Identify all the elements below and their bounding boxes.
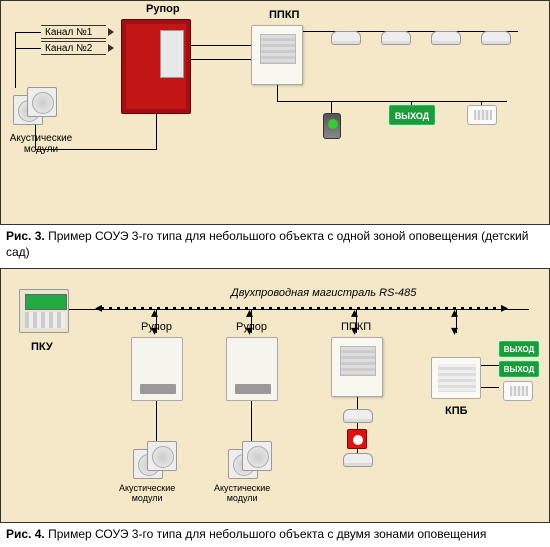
pku-label: ПКУ [31,341,53,353]
rupor-label-1: Рупор [141,321,172,333]
rupor-label: Рупор [146,3,180,15]
rupor-device [121,19,191,114]
exit-sign: ВЫХОД [389,105,435,125]
ppkp-device [251,25,303,85]
smoke-detector [431,31,461,45]
acoustic-modules [13,87,61,127]
ppkp-label: ППКП [269,9,299,21]
rupor-white-2 [226,337,278,401]
figure-4-caption: Рис. 4. Пример СОУЭ 3-го типа для неболь… [0,523,550,547]
figure-3-diagram: Рупор ППКП Канал №1 Канал №2 Акустически… [0,0,550,225]
acoustic-modules-2 [228,441,276,481]
rupor-white-1 [131,337,183,401]
exit-sign-1: ВЫХОД [499,341,539,357]
kpb-device [431,357,481,399]
smoke-detector [481,31,511,45]
call-button [323,113,341,139]
ppkp-label-2: ППКП [341,321,371,333]
rs485-bus [101,307,501,310]
bus-label: Двухпроводная магистраль RS-485 [231,287,416,299]
figure-3-caption: Рис. 3. Пример СОУЭ 3-го типа для неболь… [0,225,550,264]
speakers-label-2: Акустические модули [214,483,270,503]
channel1-label: Канал №1 [41,25,106,39]
kpb-label: КПБ [445,405,468,417]
smoke-detector [343,453,373,467]
smoke-detector [331,31,361,45]
exit-sign-2: ВЫХОД [499,361,539,377]
siren [467,105,497,125]
smoke-detector [343,409,373,423]
acoustic-modules-1 [133,441,181,481]
channel2-label: Канал №2 [41,41,106,55]
ppkp-device-2 [331,337,383,397]
smoke-detector [381,31,411,45]
manual-call-point [347,429,367,449]
siren-2 [503,381,533,401]
speakers-label-1: Акустические модули [119,483,175,503]
rupor-label-2: Рупор [236,321,267,333]
figure-4-diagram: ПКУ Двухпроводная магистраль RS-485 ◂ ▸ … [0,268,550,523]
pku-device [19,289,69,333]
speakers-label: Акустические модули [1,133,81,155]
